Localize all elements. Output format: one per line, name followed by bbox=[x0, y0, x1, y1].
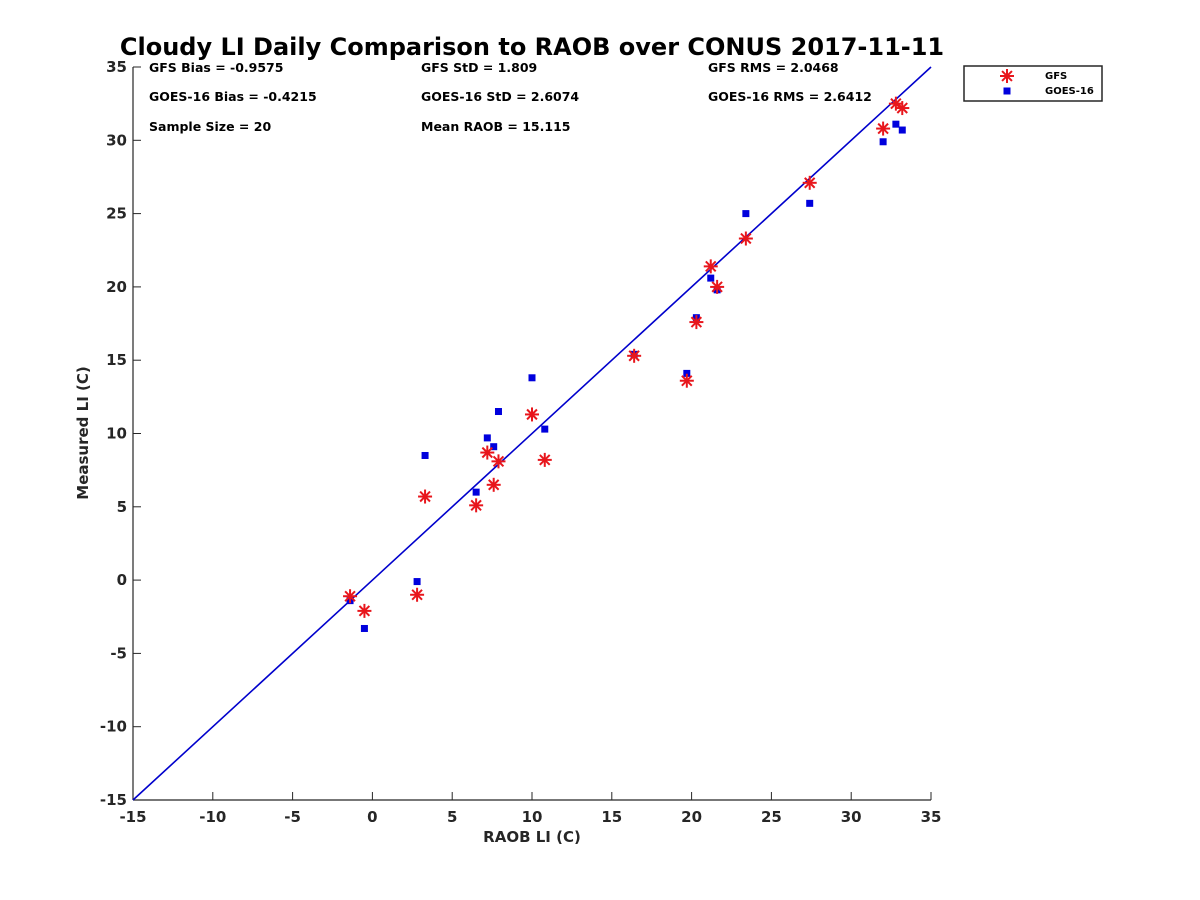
stat-text: Mean RAOB = 15.115 bbox=[421, 119, 570, 134]
x-tick-label: 35 bbox=[921, 808, 942, 826]
one-to-one-line bbox=[132, 66, 932, 801]
y-tick-label: 25 bbox=[106, 205, 127, 223]
y-tick-label: 30 bbox=[106, 131, 127, 149]
gfs-point bbox=[486, 477, 501, 492]
y-tick-label: 10 bbox=[106, 425, 127, 443]
gfs-point bbox=[802, 175, 817, 190]
goes16-point bbox=[483, 434, 491, 442]
stat-text: GFS Bias = -0.9575 bbox=[149, 60, 283, 75]
chart-title: Cloudy LI Daily Comparison to RAOB over … bbox=[120, 33, 944, 61]
goes16-point bbox=[892, 120, 900, 128]
gfs-point bbox=[480, 445, 495, 460]
stats-annotations: GFS Bias = -0.9575 GFS StD = 1.809 GFS RMS… bbox=[149, 60, 872, 134]
goes16-point bbox=[879, 138, 887, 146]
x-tick-label: -10 bbox=[199, 808, 226, 826]
x-tick-label: 10 bbox=[522, 808, 543, 826]
gfs-point bbox=[876, 121, 891, 136]
gfs-point bbox=[888, 96, 903, 111]
reference-line-group bbox=[132, 66, 932, 801]
x-tick-label: 0 bbox=[367, 808, 377, 826]
goes16-point bbox=[707, 274, 715, 282]
x-tick-label: -15 bbox=[119, 808, 146, 826]
goes16-point bbox=[421, 451, 429, 459]
gfs-point bbox=[689, 315, 704, 330]
gfs-point bbox=[537, 452, 552, 467]
x-tick-label: -5 bbox=[284, 808, 301, 826]
y-tick-label: -15 bbox=[100, 791, 127, 809]
gfs-point bbox=[895, 101, 910, 116]
goes16-point bbox=[898, 126, 906, 134]
legend-gfs-label: GFS bbox=[1045, 71, 1067, 82]
x-tick-label: 5 bbox=[447, 808, 457, 826]
x-tick-label: 20 bbox=[681, 808, 702, 826]
gfs-point bbox=[410, 587, 425, 602]
legend: GFS GOES-16 bbox=[963, 65, 1103, 102]
y-tick-label: -5 bbox=[110, 644, 127, 662]
legend-goes16-label: GOES-16 bbox=[1045, 86, 1094, 97]
gfs-point bbox=[710, 279, 725, 294]
stat-text: GOES-16 StD = 2.6074 bbox=[421, 89, 579, 104]
gfs-point bbox=[525, 407, 539, 422]
goes16-point bbox=[806, 199, 814, 207]
gfs-point bbox=[738, 231, 753, 246]
goes16-point bbox=[528, 374, 536, 382]
goes16-point bbox=[541, 425, 549, 433]
stat-text: GOES-16 RMS = 2.6412 bbox=[708, 89, 872, 104]
gfs-point bbox=[357, 603, 372, 618]
gfs-point bbox=[491, 454, 506, 469]
goes16-point bbox=[683, 369, 691, 377]
gfs-point bbox=[469, 498, 484, 513]
stat-text: Sample Size = 20 bbox=[149, 119, 271, 134]
goes16-point bbox=[490, 443, 498, 451]
gfs-point bbox=[343, 589, 358, 604]
stat-text: GFS RMS = 2.0468 bbox=[708, 60, 839, 75]
y-axis-label: Measured LI (C) bbox=[74, 366, 92, 499]
x-tick-label: 25 bbox=[761, 808, 782, 826]
legend-goes16-marker bbox=[1003, 87, 1011, 95]
legend-gfs-marker bbox=[1000, 69, 1014, 83]
y-tick-label: 0 bbox=[117, 571, 127, 589]
stat-text: GOES-16 Bias = -0.4215 bbox=[149, 89, 317, 104]
goes16-point bbox=[413, 578, 421, 586]
x-tick-label: 15 bbox=[601, 808, 622, 826]
legend-box bbox=[963, 65, 1103, 102]
y-tick-label: -10 bbox=[100, 718, 127, 736]
goes16-point bbox=[742, 210, 750, 218]
goes16-point bbox=[472, 488, 480, 496]
gfs-point bbox=[418, 489, 433, 504]
y-tick-label: 5 bbox=[117, 498, 127, 516]
plot-axes: -15 -10 -5 0 5 10 15 20 25 30 35 -15 -10 -5 0 5 10 15 20 25… bbox=[100, 58, 942, 826]
y-tick-label: 15 bbox=[106, 351, 127, 369]
goes16-point bbox=[360, 624, 368, 632]
x-axis-label: RAOB LI (C) bbox=[483, 828, 581, 846]
gfs-point bbox=[703, 259, 718, 274]
gfs-point bbox=[679, 373, 694, 388]
goes16-point bbox=[494, 408, 502, 416]
y-tick-label: 35 bbox=[106, 58, 127, 76]
gfs-point bbox=[627, 348, 642, 363]
stat-text: GFS StD = 1.809 bbox=[421, 60, 537, 75]
y-tick-label: 20 bbox=[106, 278, 127, 296]
x-tick-label: 30 bbox=[841, 808, 862, 826]
data-marks bbox=[343, 96, 910, 632]
